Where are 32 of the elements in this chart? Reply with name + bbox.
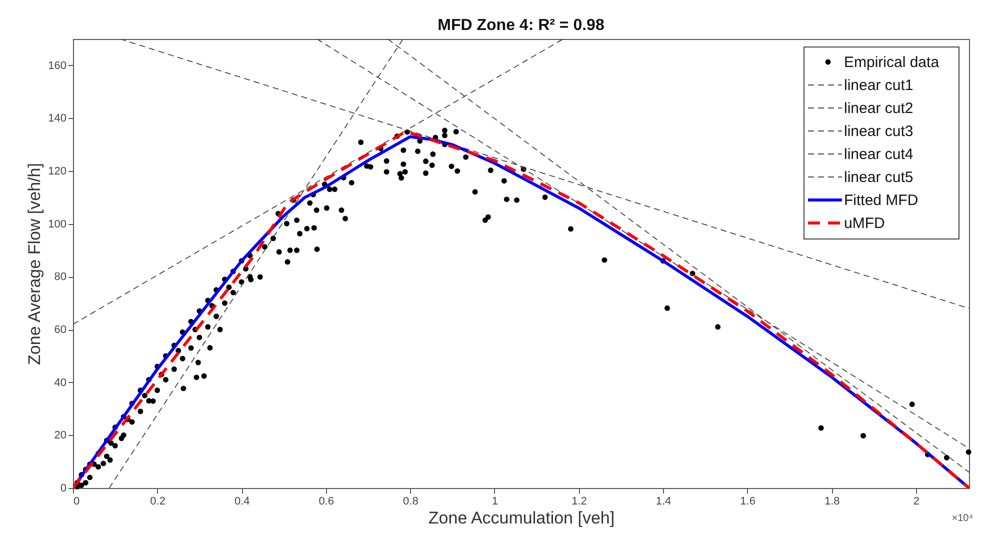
legend-label: Empirical data (844, 54, 940, 71)
y-tick-label: 20 (54, 430, 66, 442)
y-tick-label: 100 (48, 218, 66, 230)
y-axis-title: Zone Average Flow [veh/h] (25, 163, 44, 365)
chart-title: MFD Zone 4: R² = 0.98 (438, 17, 604, 34)
x-tick-label: 1.8 (824, 496, 840, 508)
x-tick-label: 0.4 (234, 496, 250, 508)
legend-label: uMFD (844, 215, 885, 232)
y-tick-label: 120 (48, 166, 66, 178)
x-tick-label: 0.2 (150, 496, 166, 508)
x-tick-label: 1.6 (740, 496, 756, 508)
x-tick-label: 0.8 (403, 496, 418, 508)
y-tick-label: 40 (54, 376, 66, 389)
legend-label: linear cut1 (844, 77, 914, 94)
x-tick-label: 0 (74, 496, 80, 508)
x-tick-label: 1.2 (572, 496, 587, 508)
y-tick-label: 160 (48, 60, 66, 72)
x-tick-label: 0.6 (318, 496, 334, 508)
x-axis-title: Zone Accumulation [veh] (428, 508, 615, 528)
x-tick-label: 2 (913, 496, 920, 508)
legend-label: linear cut3 (844, 123, 914, 140)
legend-label: linear cut4 (844, 146, 914, 163)
x-tick-label: 1.4 (656, 496, 672, 508)
y-tick-label: 80 (54, 271, 66, 284)
x-tick-label: 1 (492, 496, 498, 508)
legend-label: Fitted MFD (844, 192, 918, 209)
legend-label: linear cut2 (844, 100, 914, 117)
legend-label: linear cut5 (844, 169, 914, 186)
y-tick-label: 60 (54, 324, 66, 336)
y-tick-label: 0 (60, 482, 66, 494)
y-tick-label: 140 (48, 112, 66, 125)
text: ×10⁴ (952, 513, 973, 524)
